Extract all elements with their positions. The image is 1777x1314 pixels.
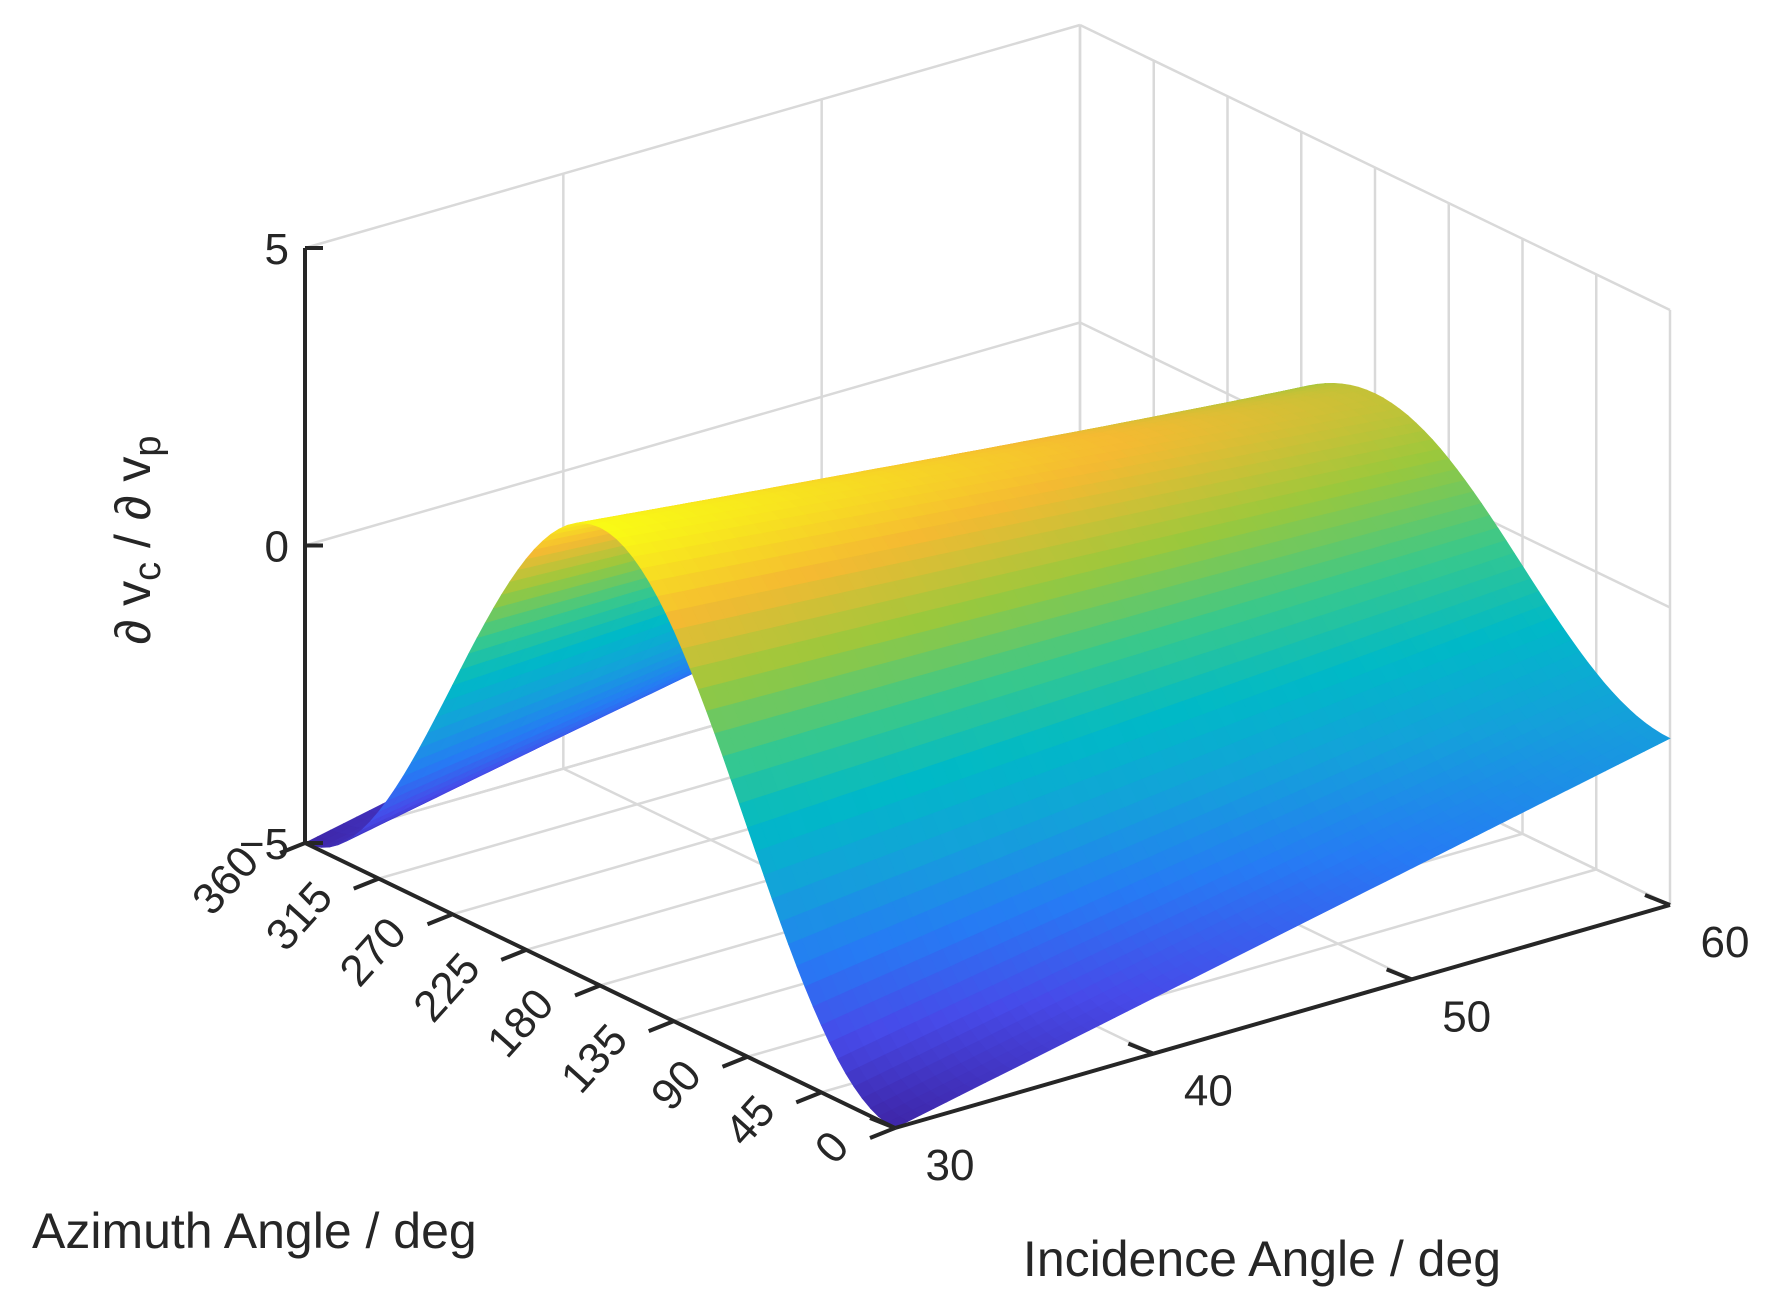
y-tick-label: 45 [716,1086,785,1155]
x-tick-label: 30 [926,1141,975,1190]
y-tick [795,1090,822,1105]
y-tick [721,1054,749,1069]
z-label-part1: ∂ v [105,581,161,645]
y-tick-label: 315 [257,873,343,960]
y-tick-label: 180 [478,979,564,1066]
grid-line-z-wall-left [304,321,1081,547]
x-tick-label: 50 [1442,992,1491,1041]
y-tick-label: 225 [404,944,490,1031]
grid-line-z-wall-left [304,23,1081,250]
y-tick-label: 90 [642,1051,711,1120]
y-tick [574,983,601,998]
x-tick-label: 60 [1701,918,1750,967]
y-tick [426,912,454,927]
z-tick-label: 5 [265,225,289,274]
y-axis-label: Azimuth Angle / deg [32,1203,477,1259]
z-tick-label: −5 [239,820,289,869]
y-tick [869,1126,896,1140]
y-tick-label: 0 [806,1122,859,1173]
grid-line-z-wall-right [1079,23,1671,312]
z-tick-label: 0 [265,523,289,572]
y-tick-label: 135 [552,1015,638,1102]
surface-mesh [304,382,1671,1129]
z-axis-label: ∂ vc / ∂ vp [105,435,169,644]
x-tick-label: 40 [1184,1067,1233,1116]
z-label-part2: / ∂ v [105,457,161,562]
z-label-sub2: p [127,435,169,456]
y-tick [500,948,527,962]
y-tick [353,876,380,891]
x-tick [1385,967,1413,982]
y-tick-label: 270 [330,908,416,995]
x-axis-label: Incidence Angle / deg [1023,1231,1501,1287]
y-tick [648,1019,675,1033]
x-tick [1644,893,1671,907]
z-label-sub1: c [127,562,169,581]
x-tick [1127,1041,1155,1056]
